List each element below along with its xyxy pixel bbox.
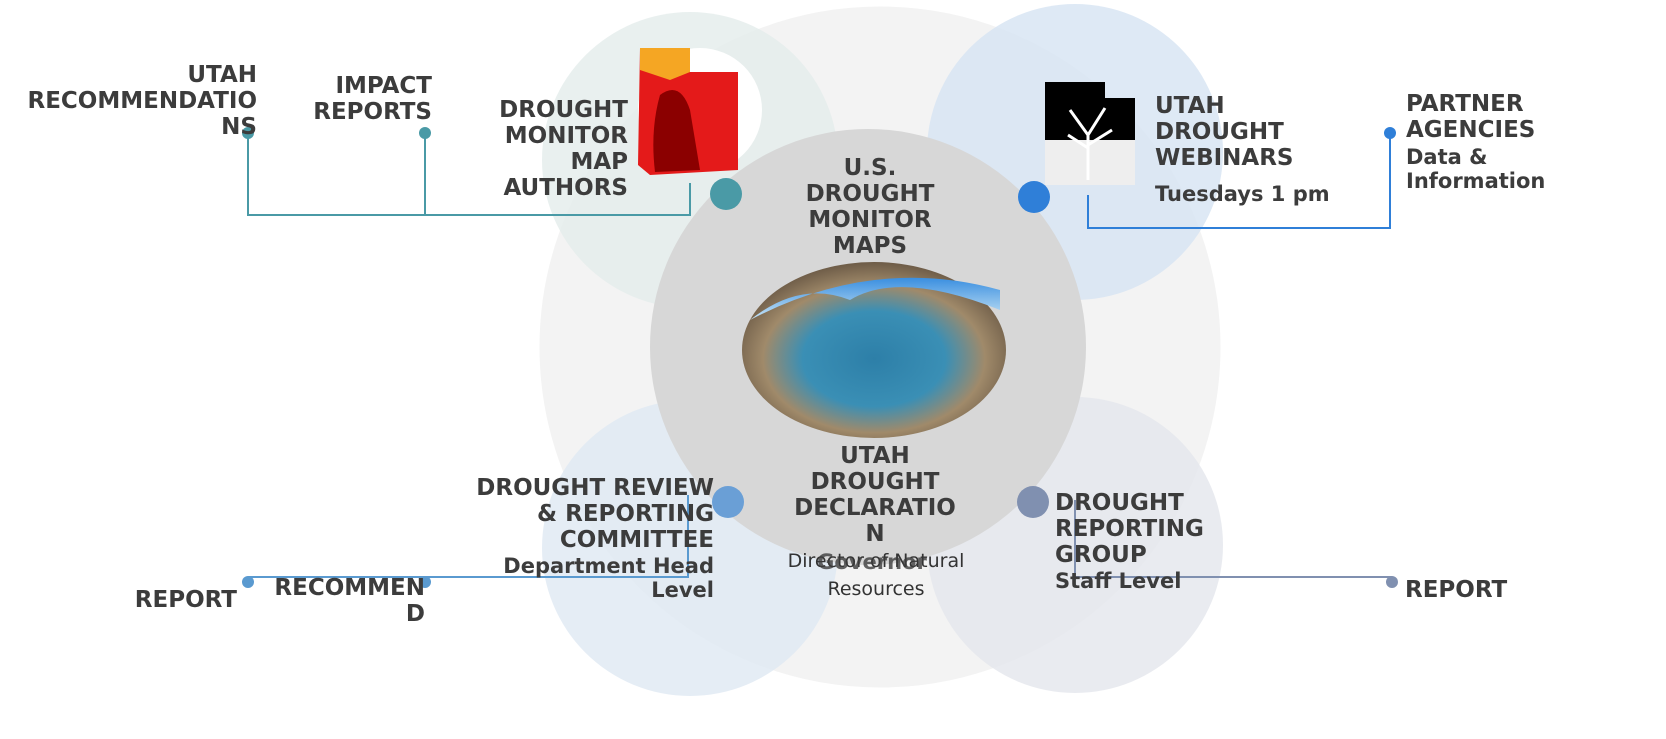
- label-line: Department Head: [503, 554, 714, 578]
- label-line: Resources: [788, 575, 965, 603]
- page: UTAHRECOMMENDATIONS IMPACTREPORTS DROUGH…: [0, 0, 1666, 739]
- label-line: UTAH: [1155, 93, 1294, 119]
- label-line: DROUGHT REVIEW: [476, 475, 714, 501]
- end-dot: [1384, 127, 1396, 139]
- end-dot: [242, 576, 254, 588]
- label-line: Data &: [1406, 145, 1545, 169]
- label-line: WEBINARS: [1155, 145, 1294, 171]
- label-line: MONITOR: [499, 123, 628, 149]
- label-line: DROUGHT: [794, 469, 956, 495]
- node-dot: [712, 486, 744, 518]
- label-line: DECLARATIO: [794, 495, 956, 521]
- label: Governor: [817, 550, 927, 574]
- label-line: REPORT: [135, 587, 237, 613]
- label-line: DROUGHT: [806, 181, 935, 207]
- label-line: DROUGHT: [1155, 119, 1294, 145]
- label-line: REPORT: [1405, 577, 1507, 603]
- label-line: Level: [503, 578, 714, 602]
- end-dot: [1386, 576, 1398, 588]
- label-line: & REPORTING: [476, 501, 714, 527]
- label: REPORT: [135, 587, 237, 613]
- label-line: DROUGHT: [499, 97, 628, 123]
- label-line: Information: [1406, 169, 1545, 193]
- label-line: AGENCIES: [1406, 117, 1535, 143]
- label-line: MAP: [499, 149, 628, 175]
- label-line: UTAH: [794, 443, 956, 469]
- label-line: MAPS: [806, 233, 935, 259]
- node-dot: [1018, 181, 1050, 213]
- label: Tuesdays 1 pm: [1155, 182, 1330, 206]
- label-line: NS: [28, 114, 258, 140]
- end-dot: [419, 127, 431, 139]
- label-line: COMMITTEE: [476, 527, 714, 553]
- label: REPORT: [1405, 577, 1507, 603]
- label-line: Governor: [817, 550, 927, 574]
- label-line: D: [274, 601, 425, 627]
- label-line: RECOMMEN: [274, 575, 425, 601]
- label-line: REPORTING: [1055, 516, 1204, 542]
- label-line: UTAH: [28, 62, 258, 88]
- label-line: Tuesdays 1 pm: [1155, 182, 1330, 206]
- label-line: IMPACT: [313, 73, 432, 99]
- label-line: RECOMMENDATIO: [28, 88, 258, 114]
- label-line: DROUGHT: [1055, 490, 1204, 516]
- label-line: U.S.: [806, 155, 935, 181]
- label-line: REPORTS: [313, 99, 432, 125]
- label: Data &Information: [1406, 145, 1545, 193]
- label-line: PARTNER: [1406, 91, 1535, 117]
- node-dot: [1017, 486, 1049, 518]
- label-line: MONITOR: [806, 207, 935, 233]
- label-line: GROUP: [1055, 542, 1204, 568]
- label-line: Staff Level: [1055, 569, 1181, 593]
- node-dot: [710, 178, 742, 210]
- label-line: N: [794, 521, 956, 547]
- label-line: AUTHORS: [499, 175, 628, 201]
- label: Staff Level: [1055, 569, 1181, 593]
